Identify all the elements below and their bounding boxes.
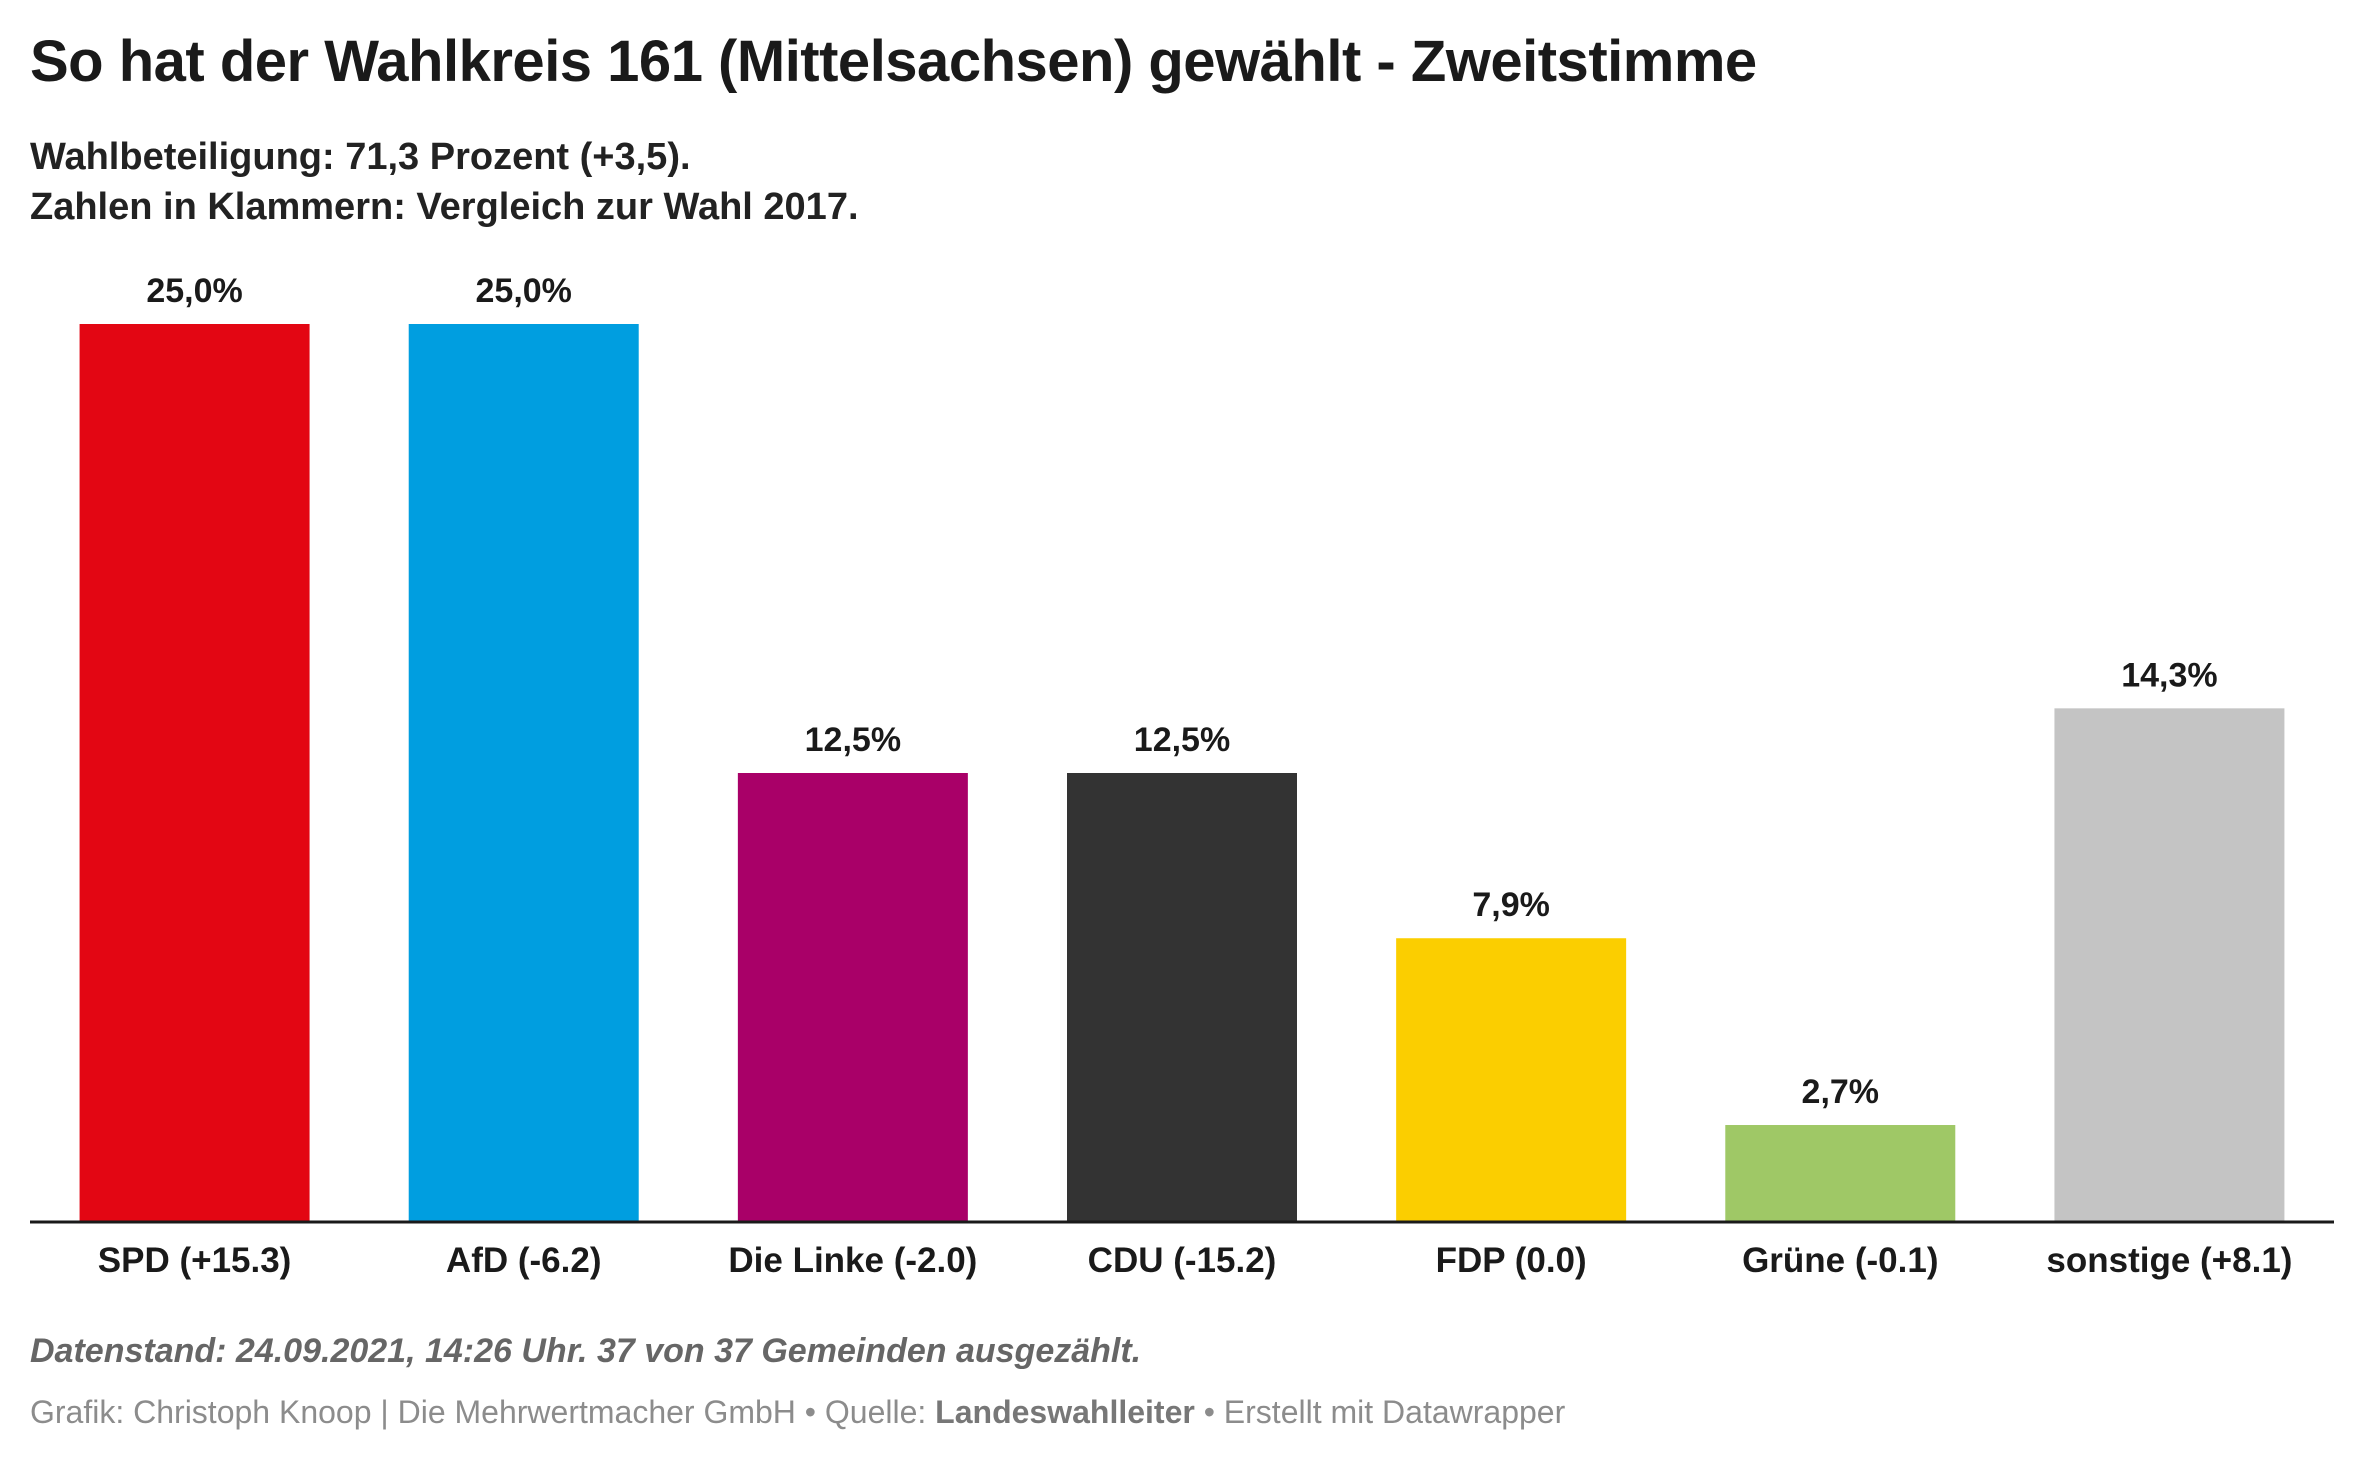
chart-subtitle-turnout: Wahlbeteiligung: 71,3 Prozent (+3,5). [30, 136, 691, 178]
x-tick-label: Grüne (-0.1) [1742, 1241, 1938, 1280]
x-tick-label: CDU (-15.2) [1088, 1241, 1277, 1280]
bar-value-label: 12,5% [805, 721, 901, 759]
bar-5[interactable] [1725, 1125, 1956, 1222]
bar-chart: 25,0% SPD (+15.3) 25,0% AfD (-6.2) 12,5% Die … [30, 272, 2334, 1280]
chart-title: So hat der Wahlkreis 161 (Mittelsachsen)… [30, 29, 1757, 94]
chart-subtitle-comparison: Zahlen in Klammern: Vergleich zur Wahl 2… [30, 186, 859, 228]
bar-value-label: 2,7% [1802, 1073, 1880, 1111]
x-tick-label: SPD (+15.3) [98, 1241, 292, 1280]
bar-value-label: 7,9% [1472, 886, 1550, 924]
x-tick-label: AfD (-6.2) [446, 1241, 602, 1280]
bar-value-label: 25,0% [146, 272, 242, 310]
x-tick-label: sonstige (+8.1) [2046, 1241, 2292, 1280]
bar-4[interactable] [1396, 938, 1627, 1222]
footer-separator: • [1194, 1394, 1224, 1430]
footer-source-label: Quelle: [824, 1394, 936, 1430]
x-tick-label: FDP (0.0) [1436, 1241, 1587, 1280]
bar-2[interactable] [737, 773, 968, 1222]
bar-value-label: 25,0% [476, 272, 572, 310]
bar-6[interactable] [2054, 708, 2285, 1222]
bar-0[interactable] [79, 324, 310, 1222]
footer-credit: Grafik: Christoph Knoop | Die Mehrwertma… [30, 1394, 796, 1430]
footer-credits: Grafik: Christoph Knoop | Die Mehrwertma… [30, 1394, 1565, 1431]
bar-value-label: 12,5% [1134, 721, 1230, 759]
bar-1[interactable] [408, 324, 639, 1222]
data-status-note: Datenstand: 24.09.2021, 14:26 Uhr. 37 vo… [30, 1332, 1142, 1370]
footer-source-link[interactable]: Landeswahlleiter [935, 1394, 1195, 1430]
footer-made-with: Erstellt mit Datawrapper [1223, 1394, 1566, 1430]
x-tick-label: Die Linke (-2.0) [728, 1241, 977, 1280]
footer-separator: • [795, 1394, 825, 1430]
bar-value-label: 14,3% [2121, 656, 2217, 694]
bar-3[interactable] [1067, 773, 1297, 1222]
